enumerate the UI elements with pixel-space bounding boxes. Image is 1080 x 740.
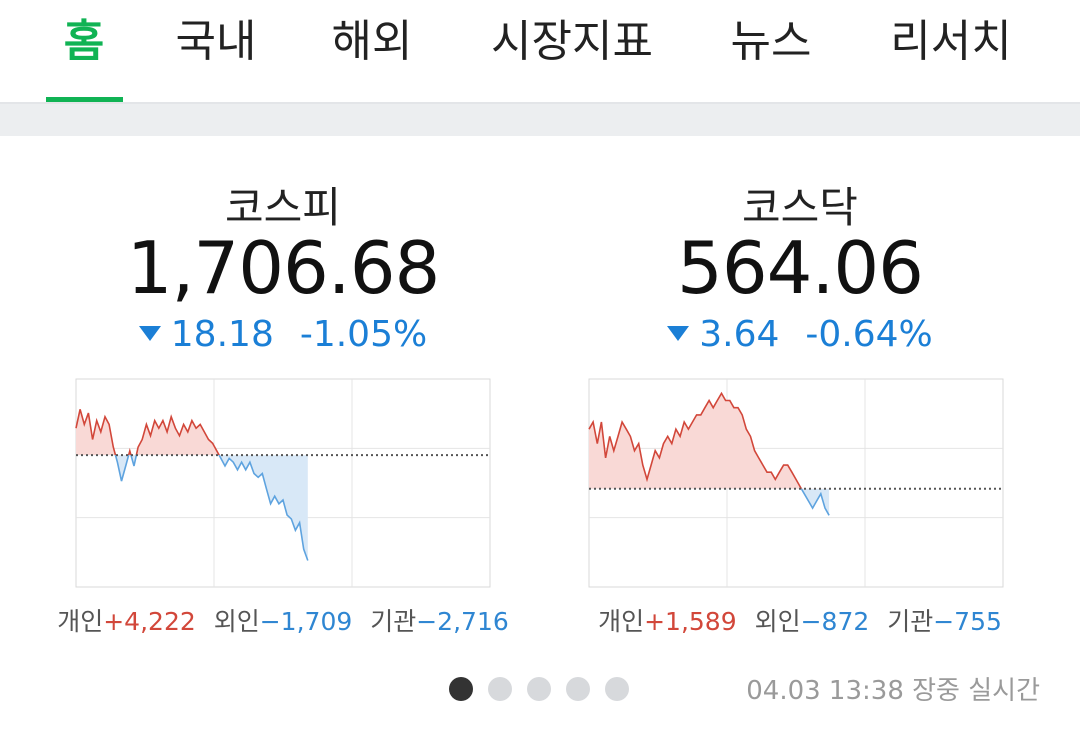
area-below-baseline: [76, 455, 308, 561]
index-value: 1,706.68: [126, 226, 441, 310]
foreign-value: −1,709: [259, 607, 353, 636]
price-line-up: [75, 409, 221, 456]
page-dot-1[interactable]: [449, 677, 473, 701]
change-percent: -1.05%: [299, 314, 428, 355]
area-above-baseline: [76, 409, 220, 456]
page-dot-2[interactable]: [488, 677, 512, 701]
page-dot-4[interactable]: [566, 677, 590, 701]
page-dot-3[interactable]: [527, 677, 551, 701]
change-percent: -0.64%: [805, 314, 933, 355]
price-line-up: [588, 391, 803, 489]
foreign-value: −872: [800, 607, 870, 636]
foreign-label: 외인: [754, 607, 801, 636]
kospi-card[interactable]: 코스피 1,706.68 18.18 -1.05% 개인+4,222 외인−1,7…: [13, 134, 553, 654]
kospi-intraday-chart[interactable]: [75, 378, 491, 588]
tab-research[interactable]: 리서치: [890, 16, 1012, 67]
down-triangle-icon: [667, 325, 690, 341]
page-dot-5[interactable]: [605, 677, 629, 701]
tab-home[interactable]: 홈: [63, 16, 105, 67]
index-value: 564.06: [677, 226, 924, 310]
active-tab-indicator: [46, 97, 123, 102]
update-timestamp: 04.03 13:38 장중 실시간: [746, 676, 1040, 706]
kosdaq-card[interactable]: 코스닥 564.06 3.64 -0.64% 개인+1,589 외인−872 기관…: [530, 134, 1070, 654]
area-above-baseline: [589, 393, 830, 489]
change-points: 3.64: [699, 314, 780, 355]
institution-label: 기관: [370, 607, 417, 636]
individual-label: 개인: [57, 607, 104, 636]
top-tab-bar: 홈 국내 해외 시장지표 뉴스 리서치: [0, 0, 1080, 102]
index-name: 코스닥: [742, 183, 858, 232]
investor-summary: 개인+1,589 외인−872 기관−755: [530, 602, 1070, 638]
tab-news[interactable]: 뉴스: [730, 16, 812, 67]
index-change: 18.18 -1.05%: [13, 314, 553, 355]
section-divider: [0, 102, 1080, 136]
tab-overseas[interactable]: 해외: [331, 16, 413, 67]
index-name: 코스피: [225, 183, 341, 232]
individual-label: 개인: [598, 607, 645, 636]
index-change: 3.64 -0.64%: [530, 314, 1070, 355]
tab-market-indicators[interactable]: 시장지표: [491, 16, 653, 67]
institution-label: 기관: [887, 607, 934, 636]
individual-value: +1,589: [644, 607, 737, 636]
down-triangle-icon: [138, 325, 161, 341]
price-line-down: [114, 455, 309, 561]
tab-domestic[interactable]: 국내: [175, 16, 257, 67]
foreign-label: 외인: [213, 607, 260, 636]
institution-value: −755: [933, 607, 1002, 636]
kosdaq-intraday-chart[interactable]: [588, 378, 1004, 588]
institution-value: −2,716: [416, 607, 509, 636]
individual-value: +4,222: [103, 607, 196, 636]
change-points: 18.18: [170, 314, 274, 355]
investor-summary: 개인+4,222 외인−1,709 기관−2,716: [13, 602, 553, 638]
